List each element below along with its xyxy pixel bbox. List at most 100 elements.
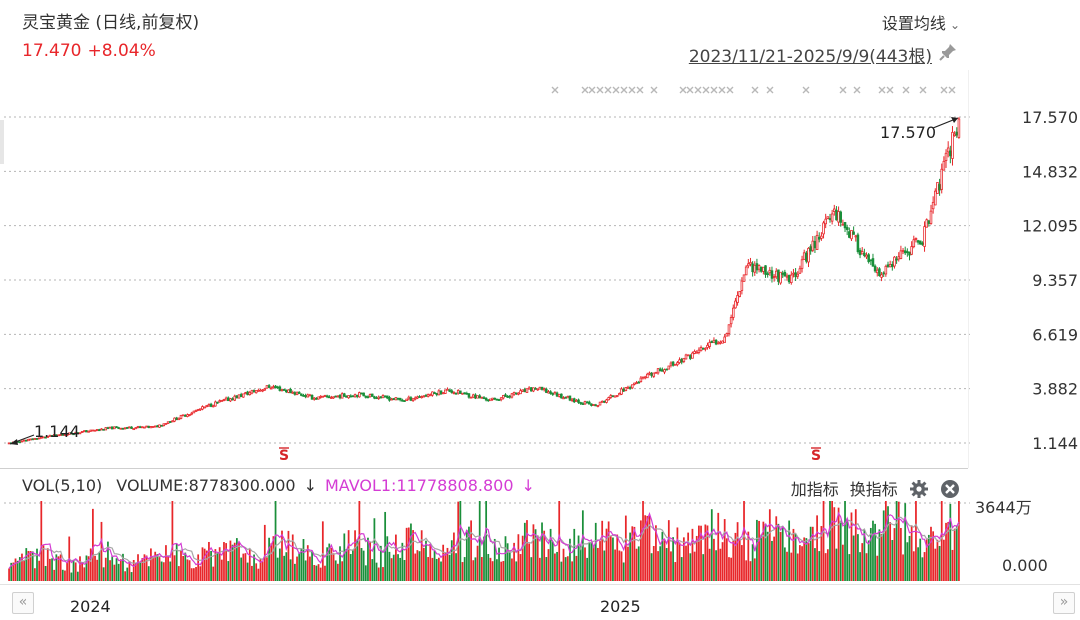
scroll-left-button[interactable]: « — [12, 592, 34, 614]
event-marker-icon — [596, 86, 604, 94]
candle-body — [811, 240, 815, 251]
candle-body — [953, 133, 956, 137]
candle-body — [364, 395, 368, 398]
volume-bar — [334, 560, 337, 581]
volume-bar — [517, 534, 520, 581]
candle-body — [656, 368, 660, 374]
event-marker-icon — [679, 86, 687, 94]
volume-bar — [865, 553, 868, 581]
candle-body — [583, 401, 587, 405]
candle-body — [136, 426, 140, 428]
candle-body — [338, 394, 342, 399]
volume-bar — [94, 555, 96, 581]
volume-bar — [732, 540, 735, 581]
candle-body — [929, 210, 933, 224]
volume-bar — [412, 530, 414, 581]
set-ma-button[interactable]: 设置均线 ⌄ — [882, 10, 960, 34]
volume-bar — [152, 556, 154, 581]
candle-body — [753, 264, 757, 273]
volume-chart[interactable] — [0, 495, 1080, 585]
volume-bar — [440, 561, 442, 581]
volume-bar — [147, 566, 150, 581]
candle-body — [553, 392, 557, 395]
candle-body — [768, 269, 772, 274]
candle-body — [942, 160, 946, 171]
volume-bar — [543, 530, 546, 581]
candle-body — [420, 396, 423, 399]
candle-body — [237, 394, 241, 399]
kline-chart[interactable]: 17.570 14.832 12.095 9.357 6.619 3.882 1.144 17… — [0, 70, 1080, 468]
volume-bar — [536, 535, 539, 581]
volume-bar — [457, 501, 460, 581]
candle-body — [828, 218, 832, 220]
volume-bar — [818, 551, 821, 581]
candle-body — [566, 396, 570, 399]
event-marker-icon — [588, 86, 596, 94]
price-tick-label: 12.095 — [1022, 217, 1078, 236]
candle-body — [156, 425, 159, 428]
volume-bar — [137, 554, 139, 581]
volume-bar — [345, 549, 348, 581]
candle-body — [188, 414, 191, 416]
candle-body — [308, 394, 312, 397]
candle-body — [95, 429, 99, 431]
candle-body — [854, 235, 858, 238]
volume-bar — [807, 543, 810, 581]
close-icon[interactable] — [940, 479, 960, 499]
candle-body — [893, 256, 896, 267]
candle-body — [480, 396, 484, 399]
volume-bar — [253, 554, 255, 581]
volume-bar — [958, 501, 960, 581]
candle-body — [701, 347, 705, 350]
candle-body — [98, 429, 101, 432]
volume-bar — [680, 557, 683, 581]
switch-indicator-button[interactable]: 换指标 — [849, 480, 898, 499]
candle-body — [465, 392, 469, 395]
candle-body — [439, 390, 443, 395]
volume-bar — [276, 557, 279, 581]
candle-body — [106, 427, 110, 430]
volume-bar — [581, 510, 584, 581]
volume-bar — [367, 537, 369, 581]
date-range[interactable]: 2023/11/21-2025/9/9(443根) — [688, 47, 932, 67]
pin-icon[interactable] — [938, 42, 958, 62]
candle-body — [375, 397, 378, 400]
volume-bar — [616, 534, 619, 581]
candle-body — [646, 373, 649, 379]
candle-body — [80, 431, 84, 434]
volume-bar — [919, 538, 922, 581]
candle-body — [875, 269, 879, 274]
candle-body — [134, 427, 138, 430]
candle-body — [416, 396, 419, 399]
volume-bar — [747, 531, 750, 581]
candle-body — [949, 150, 952, 157]
year-label-2025: 2025 — [600, 597, 641, 616]
volume-bar — [788, 520, 791, 581]
candle-body — [678, 359, 681, 363]
candle-body — [166, 421, 170, 424]
vol-label[interactable]: VOL(5,10) — [22, 476, 103, 495]
stock-title: 灵宝黄金 (日线,前复权) — [22, 13, 200, 33]
candle-body — [897, 256, 901, 260]
volume-bar — [104, 557, 107, 581]
candle-body — [903, 250, 907, 254]
candle-body — [433, 392, 436, 395]
candle-body — [469, 396, 473, 399]
gear-icon[interactable] — [909, 479, 929, 499]
candle-body — [699, 347, 703, 352]
volume-bar — [900, 527, 902, 581]
candle-body — [429, 394, 432, 397]
add-indicator-button[interactable]: 加指标 — [790, 480, 839, 499]
volume-bar — [646, 515, 649, 581]
candle-body — [424, 394, 428, 397]
volume-bar — [459, 501, 462, 581]
event-marker-icon — [802, 86, 810, 94]
volume-bar — [758, 520, 760, 581]
split-marker-icon: S — [811, 448, 821, 464]
scroll-right-button[interactable]: » — [1053, 592, 1075, 614]
event-marker-icon — [702, 86, 710, 94]
volume-bar — [96, 559, 99, 581]
candle-body — [673, 363, 677, 366]
candle-body — [577, 399, 580, 403]
candle-body — [297, 391, 301, 394]
